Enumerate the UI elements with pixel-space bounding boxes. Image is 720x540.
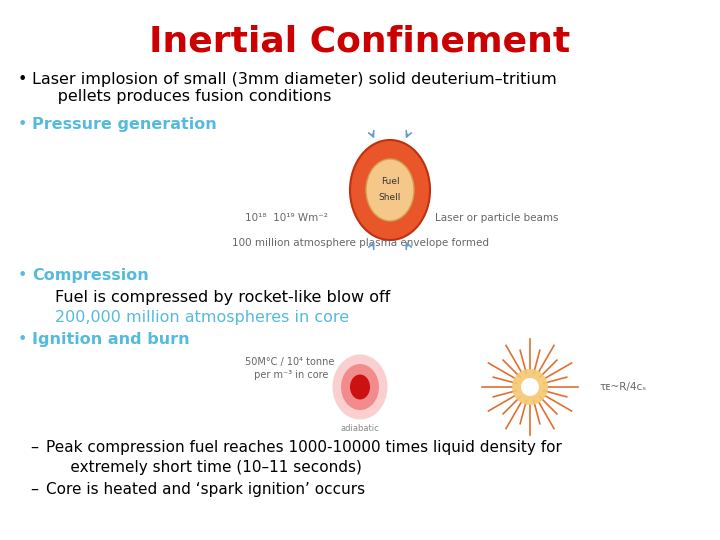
- Text: •: •: [18, 268, 27, 283]
- Ellipse shape: [333, 354, 387, 420]
- Ellipse shape: [512, 369, 548, 405]
- Text: –: –: [30, 440, 38, 455]
- Text: τᴇ~R/4cₛ: τᴇ~R/4cₛ: [600, 382, 647, 392]
- Text: Core is heated and ‘spark ignition’ occurs: Core is heated and ‘spark ignition’ occu…: [46, 482, 365, 497]
- Text: •: •: [18, 332, 27, 347]
- Text: Laser or particle beams: Laser or particle beams: [435, 213, 559, 223]
- Text: •: •: [18, 117, 27, 132]
- Text: –: –: [30, 482, 38, 497]
- Text: Laser implosion of small (3mm diameter) solid deuterium–tritium
     pellets pro: Laser implosion of small (3mm diameter) …: [32, 72, 557, 104]
- Text: 100 million atmosphere plasma envelope formed: 100 million atmosphere plasma envelope f…: [232, 238, 488, 248]
- Ellipse shape: [366, 159, 414, 221]
- Text: Compression: Compression: [32, 268, 149, 283]
- Text: 10¹⁸  10¹⁹ Wm⁻²: 10¹⁸ 10¹⁹ Wm⁻²: [245, 213, 328, 223]
- Text: Fuel: Fuel: [381, 178, 400, 186]
- Text: Inertial Confinement: Inertial Confinement: [149, 25, 571, 59]
- Text: •: •: [18, 72, 27, 87]
- Ellipse shape: [341, 364, 379, 410]
- Ellipse shape: [350, 140, 430, 240]
- Text: 50M°C / 10⁴ tonne
 per m⁻³ in core: 50M°C / 10⁴ tonne per m⁻³ in core: [246, 357, 335, 380]
- Text: Fuel is compressed by rocket-like blow off: Fuel is compressed by rocket-like blow o…: [55, 290, 390, 305]
- Text: Peak compression fuel reaches 1000-10000 times liquid density for
     extremely: Peak compression fuel reaches 1000-10000…: [46, 440, 562, 475]
- Ellipse shape: [521, 378, 539, 396]
- Text: Ignition and burn: Ignition and burn: [32, 332, 189, 347]
- Text: adiabatic: adiabatic: [341, 424, 379, 433]
- Text: Shell: Shell: [379, 193, 401, 202]
- Text: 200,000 million atmospheres in core: 200,000 million atmospheres in core: [55, 310, 349, 325]
- Text: Pressure generation: Pressure generation: [32, 117, 217, 132]
- Ellipse shape: [350, 375, 370, 400]
